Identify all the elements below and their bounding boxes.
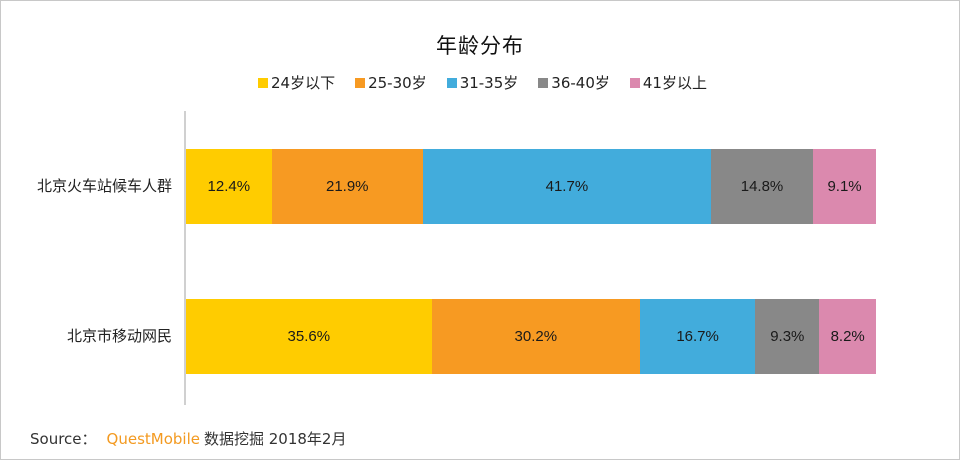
bar-segment-31-35[interactable]: 16.7% — [640, 299, 756, 374]
data-label: 41.7% — [545, 178, 589, 195]
source-footer: Source： QuestMobile 数据挖掘 2018年2月 — [30, 428, 346, 449]
bar-segment-36-40[interactable]: 14.8% — [710, 149, 814, 224]
legend-item-25-30[interactable]: 25-30岁 — [355, 72, 427, 93]
category-label-mobile-users: 北京市移动网民 — [66, 327, 172, 345]
data-label: 16.7% — [676, 328, 719, 345]
legend-swatch-icon — [538, 77, 549, 88]
bar-segment-over-41[interactable]: 8.2% — [819, 299, 876, 374]
data-label: 14.8% — [740, 178, 784, 195]
bar-segment-25-30[interactable]: 30.2% — [431, 299, 640, 374]
legend-label: 24岁以下 — [271, 74, 336, 92]
legend-label: 25-30岁 — [368, 74, 427, 92]
legend: 24岁以下 25-30岁 31-35岁 36-40岁 41岁以上 — [258, 72, 727, 93]
source-note: 数据挖掘 2018年2月 — [203, 430, 347, 448]
legend-label: 31-35岁 — [459, 74, 519, 92]
legend-swatch-icon — [629, 77, 640, 88]
bar-segment-31-35[interactable]: 41.7% — [422, 149, 711, 224]
category-label-train-station: 北京火车站候车人群 — [36, 177, 172, 195]
source-brand: QuestMobile — [106, 430, 200, 448]
data-label: 8.2% — [830, 328, 865, 345]
data-label: 21.9% — [325, 178, 369, 195]
category-axis-line — [184, 111, 186, 405]
legend-swatch-icon — [446, 77, 457, 88]
legend-swatch-icon — [355, 77, 366, 88]
data-label: 12.4% — [207, 178, 251, 195]
data-label: 30.2% — [514, 328, 558, 345]
stacked-bar-mobile-users: 35.6% 30.2% 16.7% 9.3% 8.2% — [186, 299, 876, 374]
bar-segment-under-24[interactable]: 12.4% — [186, 149, 272, 224]
bar-segment-over-41[interactable]: 9.1% — [813, 149, 876, 224]
chart-title: 年龄分布 — [436, 34, 524, 58]
legend-item-31-35[interactable]: 31-35岁 — [446, 72, 519, 93]
data-label: 9.3% — [770, 328, 805, 345]
legend-swatch-icon — [258, 77, 268, 88]
stacked-bar-train-station: 12.4% 21.9% 41.7% 14.8% 9.1% — [186, 149, 876, 224]
data-label: 35.6% — [287, 328, 331, 345]
legend-item-36-40[interactable]: 36-40岁 — [538, 72, 610, 93]
bar-segment-under-24[interactable]: 35.6% — [186, 299, 432, 374]
legend-item-over-41[interactable]: 41岁以上 — [629, 72, 707, 93]
bar-segment-36-40[interactable]: 9.3% — [755, 299, 820, 374]
legend-item-under-24[interactable]: 24岁以下 — [258, 72, 335, 93]
source-label: Source： — [30, 430, 97, 448]
bar-segment-25-30[interactable]: 21.9% — [271, 149, 423, 224]
legend-label: 41岁以上 — [642, 74, 707, 92]
data-label: 9.1% — [827, 178, 862, 195]
legend-label: 36-40岁 — [551, 74, 610, 92]
